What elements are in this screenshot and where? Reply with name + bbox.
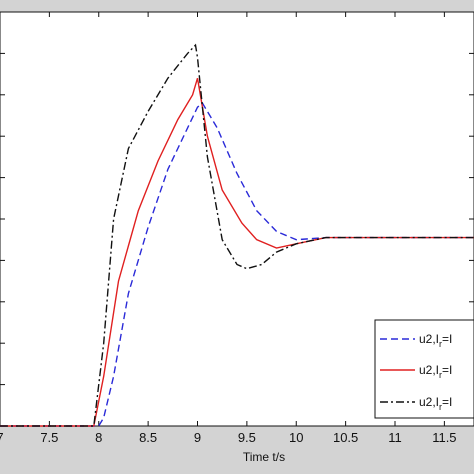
x-tick-label: 7.5 — [40, 430, 58, 445]
legend-items: u2,Ir=I u2,Ir=I u2,Ir=I — [380, 332, 452, 412]
x-tick-label: 8 — [95, 430, 102, 445]
x-tick-label: 10 — [289, 430, 303, 445]
x-tick-label: 8.5 — [139, 430, 157, 445]
x-tick-label: 7 — [0, 430, 4, 445]
x-tick-label: 11.5 — [432, 430, 456, 445]
legend: u2,Ir=I u2,Ir=I u2,Ir=I — [374, 319, 474, 419]
x-tick-label: 9 — [194, 430, 201, 445]
x-tick-label: 11 — [388, 430, 402, 445]
x-tick-label: 10.5 — [333, 430, 358, 445]
x-tick-marks — [0, 12, 445, 426]
legend-label-2: u2,Ir=I — [419, 363, 452, 380]
x-tick-label: 9.5 — [238, 430, 256, 445]
legend-label-1: u2,Ir=I — [419, 332, 452, 349]
x-tick-labels: 7 7.5 8 8.5 9 9.5 10 10.5 11 11.5 — [0, 430, 457, 445]
series-line-1 — [0, 102, 474, 427]
series-lines — [0, 43, 474, 427]
x-axis-title: Time t/s — [243, 450, 285, 464]
legend-label-3: u2,Ir=I — [419, 395, 452, 412]
series-line-3 — [0, 43, 474, 427]
